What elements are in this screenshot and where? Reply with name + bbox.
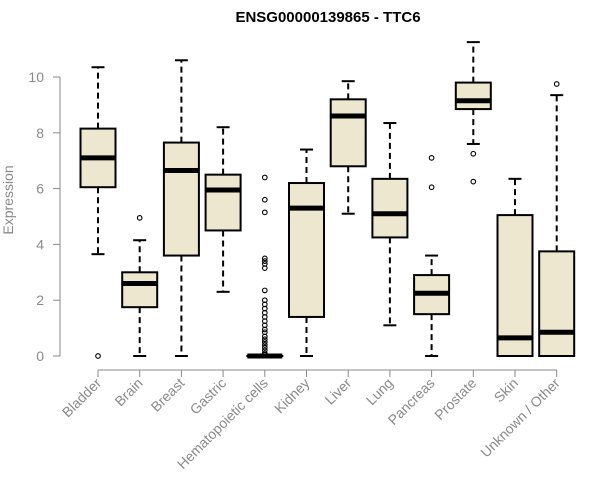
x-tick-label: Brain: [111, 375, 145, 409]
box-group: [413, 155, 451, 357]
outlier-point: [261, 287, 268, 294]
outlier-point: [261, 209, 268, 216]
outlier-point: [470, 178, 477, 185]
x-tick-label: Breast: [148, 375, 188, 415]
iqr-box: [496, 214, 534, 357]
y-tick-label: 2: [36, 292, 44, 308]
outlier-point: [428, 184, 435, 191]
iqr-box: [454, 81, 492, 111]
x-tick-label: Kidney: [271, 375, 313, 417]
y-tick-label: 10: [28, 69, 44, 85]
box-group: [288, 148, 325, 357]
outlier-point: [261, 326, 268, 333]
outlier-point: [261, 333, 268, 340]
iqr-box: [204, 173, 242, 232]
outlier-point: [95, 353, 101, 359]
y-tick-label: 4: [36, 236, 44, 252]
outlier-point: [261, 265, 268, 271]
outlier-point: [470, 150, 477, 157]
x-tick-label: Prostate: [431, 375, 479, 423]
outlier-point: [261, 351, 268, 358]
outlier-point: [428, 155, 435, 161]
iqr-box: [162, 141, 200, 257]
outlier-point: [261, 339, 268, 345]
box-group: [204, 126, 242, 293]
box-group: [246, 174, 284, 359]
outlier-point: [136, 215, 143, 221]
box-group: [496, 177, 534, 357]
x-tick-label: Unknown / Other: [477, 375, 563, 461]
outlier-point: [553, 81, 560, 87]
outlier-point: [261, 336, 268, 343]
box-group: [454, 41, 492, 185]
boxes-layer: [79, 41, 576, 359]
iqr-box: [288, 182, 325, 318]
outlier-point: [261, 344, 268, 351]
box-group: [371, 122, 409, 327]
y-axis-title: Expression: [0, 165, 16, 234]
outlier-point: [261, 258, 268, 264]
y-tick-label: 8: [36, 125, 44, 141]
box-group: [162, 59, 200, 357]
box-group: [329, 80, 367, 215]
x-tick-label: Lung: [363, 375, 396, 408]
outlier-point: [261, 341, 268, 348]
iqr-box: [371, 177, 409, 239]
x-tick-label: Bladder: [59, 375, 105, 421]
y-axis-ticks: 0 2 4 6 8 10: [28, 69, 60, 364]
outlier-point: [261, 196, 268, 203]
box-group: [79, 66, 117, 359]
iqr-box: [538, 250, 576, 357]
box-group: [121, 215, 159, 357]
y-tick-label: 6: [36, 181, 44, 197]
x-tick-label: Skin: [491, 375, 522, 406]
x-tick-label: Liver: [322, 375, 355, 408]
box-group: [538, 81, 576, 357]
outlier-point: [261, 255, 268, 262]
iqr-box: [329, 98, 367, 168]
outlier-point: [261, 174, 268, 181]
iqr-box: [121, 271, 159, 309]
y-tick-label: 0: [36, 348, 44, 364]
chart-title: ENSG00000139865 - TTC6: [235, 9, 420, 26]
